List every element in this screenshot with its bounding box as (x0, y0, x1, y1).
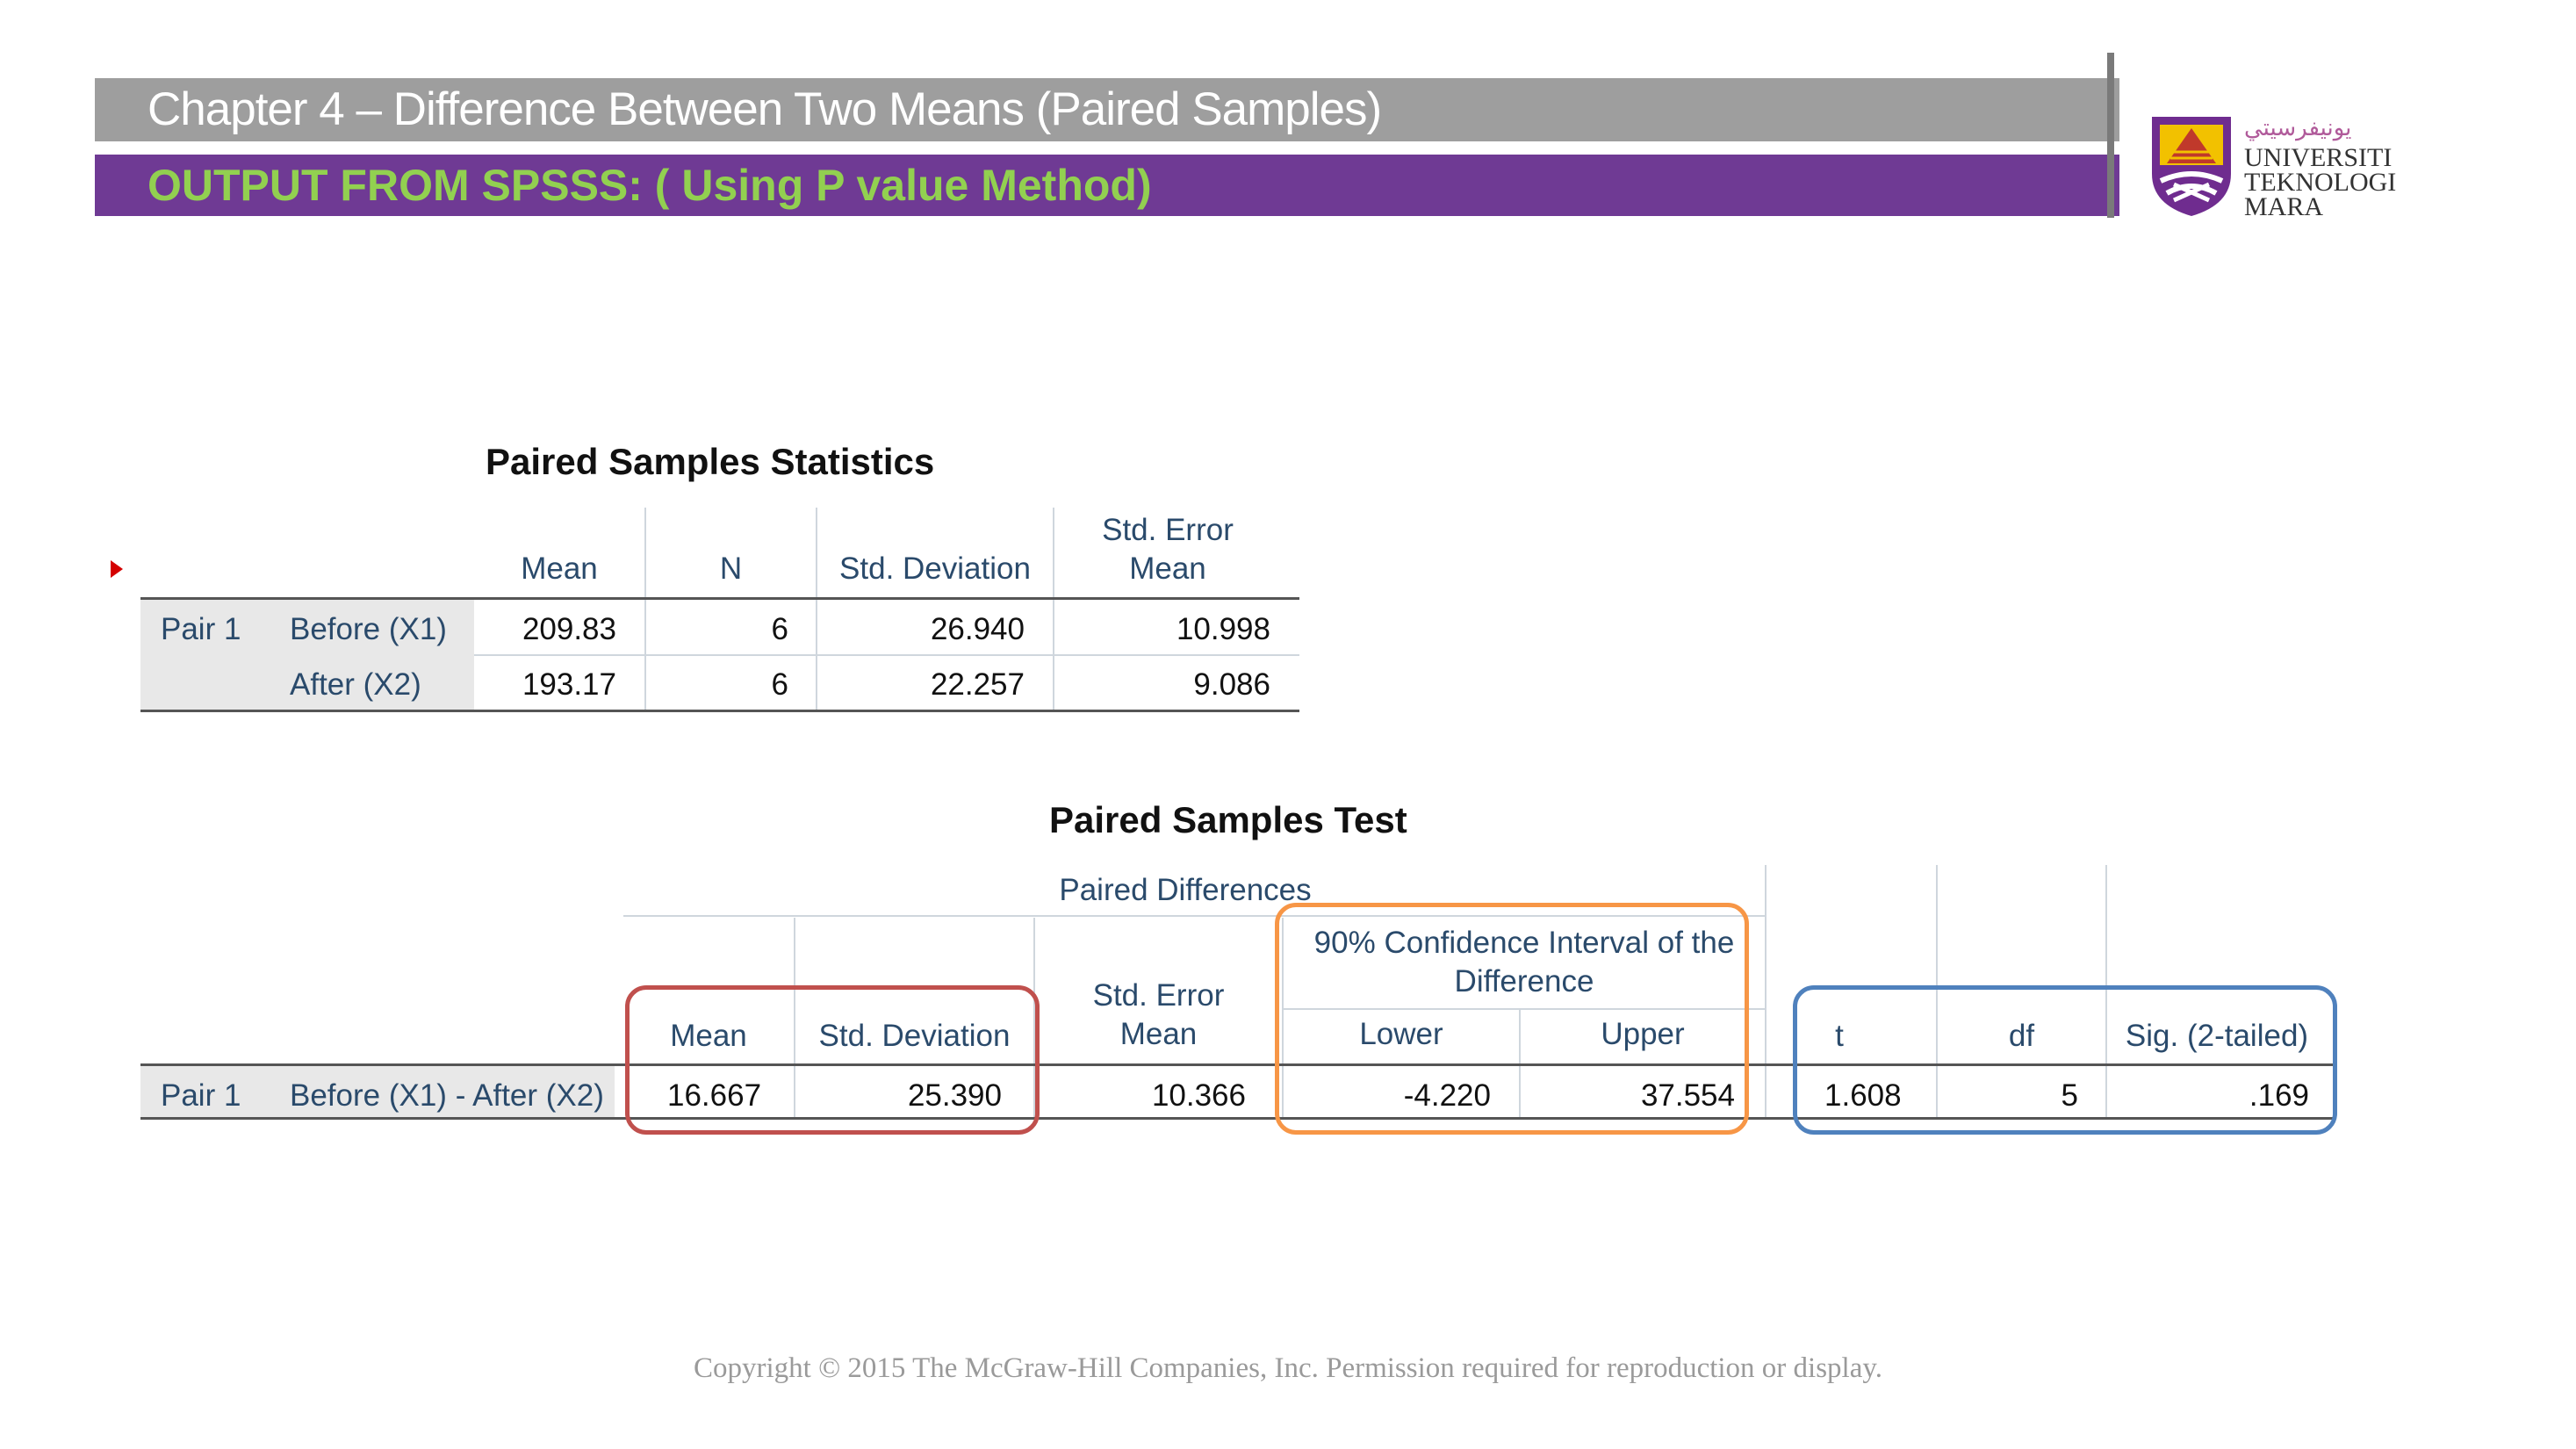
uitm-emblem-icon (2152, 117, 2231, 216)
test-header-lower: Lower (1359, 1017, 1443, 1051)
stats-cell: 193.17 (522, 667, 616, 702)
test-pair-label: Pair 1 (161, 1078, 241, 1113)
copyright-footer: Copyright © 2015 The McGraw-Hill Compani… (694, 1352, 1882, 1384)
stats-table-title: Paired Samples Statistics (486, 441, 935, 482)
stats-row-label: After (X2) (290, 667, 421, 702)
test-header-upper: Upper (1601, 1017, 1685, 1051)
test-ci-header-line1: 90% Confidence Interval of the (1313, 926, 1735, 960)
test-cell-mean: 16.667 (667, 1078, 762, 1113)
stats-label-shade (140, 599, 474, 711)
stats-cell: 26.940 (930, 612, 1025, 646)
highlight-box-mean-sd (625, 985, 1040, 1135)
stats-row-label: Before (X1) (290, 612, 447, 646)
subtitle-bar (95, 155, 2119, 216)
stats-header-se-line2: Mean (1129, 551, 1206, 586)
stats-cell: 209.83 (522, 612, 616, 646)
header-divider (2107, 53, 2114, 218)
test-header-mean: Mean (670, 1019, 747, 1053)
test-ci-header-line2: Difference (1454, 964, 1594, 998)
highlight-box-t-df-sig (1793, 985, 2337, 1135)
test-cell-df: 5 (2061, 1078, 2078, 1113)
page-title: Chapter 4 – Difference Between Two Means… (148, 83, 1382, 135)
stats-pair-label: Pair 1 (161, 612, 241, 646)
test-header-se-line1: Std. Error (1092, 978, 1225, 1013)
test-cell-se: 10.366 (1151, 1078, 1246, 1113)
test-cell-lower: -4.220 (1403, 1078, 1491, 1113)
stats-header-sd: Std. Deviation (839, 551, 1031, 586)
logo-script-text: ﻳﻮﻧﻴﻔﺮﺳﻴﺘﻲ (2244, 115, 2352, 141)
test-label-shade (140, 1066, 615, 1119)
stats-header-mean: Mean (521, 551, 598, 586)
stats-cell: 6 (771, 667, 788, 702)
stats-cell: 6 (771, 612, 788, 646)
stats-cell: 9.086 (1193, 667, 1270, 702)
title-bar (95, 78, 2119, 141)
logo-line-1: UNIVERSITI (2244, 143, 2393, 172)
test-cell-upper: 37.554 (1640, 1078, 1735, 1113)
test-table-title: Paired Samples Test (1049, 799, 1407, 840)
test-cell-sig: .169 (2249, 1078, 2309, 1113)
test-header-sig: Sig. (2-tailed) (2125, 1019, 2309, 1053)
stats-header-se-line1: Std. Error (1102, 513, 1234, 547)
test-header-df: df (2008, 1019, 2035, 1053)
logo-line-3: MARA (2244, 192, 2324, 221)
test-cell-t: 1.608 (1824, 1078, 1902, 1113)
stats-cell: 22.257 (930, 667, 1025, 702)
uitm-logo: ﻳﻮﻧﻴﻔﺮﺳﻴﺘﻲ UNIVERSITI TEKNOLOGI MARA (2148, 112, 2411, 227)
test-header-sd: Std. Deviation (818, 1019, 1011, 1053)
highlight-box-confidence-interval (1275, 903, 1749, 1135)
stats-header-n: N (719, 551, 743, 586)
logo-line-2: TEKNOLOGI (2244, 168, 2397, 197)
selection-marker-icon (111, 560, 123, 578)
test-group-header: Paired Differences (1059, 873, 1312, 907)
test-row-label: Before (X1) - After (X2) (290, 1078, 604, 1113)
test-header-se-line2: Mean (1119, 1017, 1198, 1051)
stats-cell: 10.998 (1176, 612, 1270, 646)
test-header-t: t (1835, 1019, 1844, 1053)
page-subtitle: OUTPUT FROM SPSSS: ( Using P value Metho… (148, 161, 1152, 210)
test-cell-sd: 25.390 (907, 1078, 1002, 1113)
